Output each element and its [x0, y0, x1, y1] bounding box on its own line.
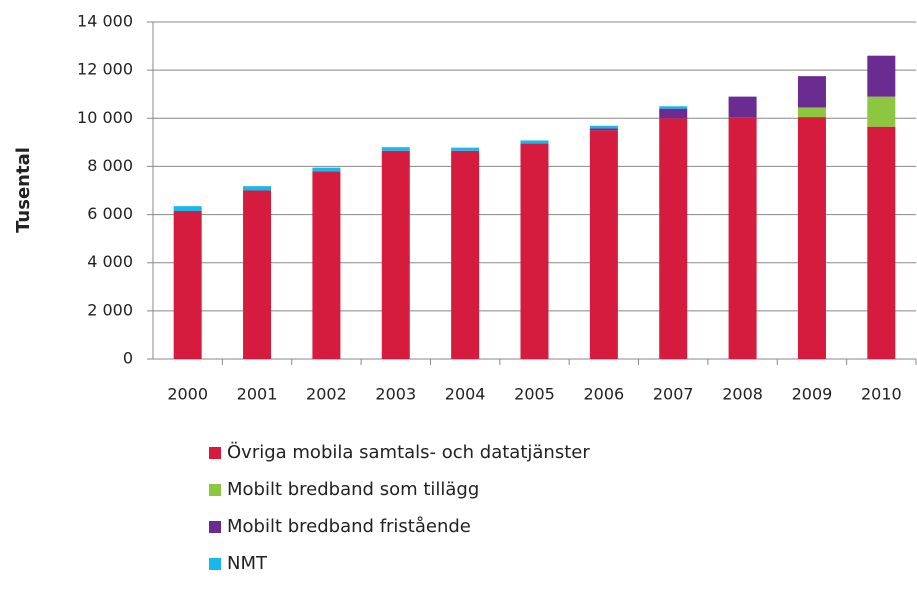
legend-swatch [209, 521, 221, 533]
bar-segment [728, 96, 757, 118]
bar-segment [381, 147, 410, 151]
x-tick-label: 2004 [445, 385, 486, 404]
x-tick-label: 2008 [722, 385, 763, 404]
x-tick-label: 2009 [792, 385, 833, 404]
bar-segment [589, 125, 618, 129]
bar-segment [659, 108, 688, 119]
legend-swatch [209, 558, 221, 570]
bar-segment [173, 210, 202, 359]
bar-segment [451, 150, 480, 359]
bar-segment [797, 107, 826, 118]
bar-segment [867, 96, 896, 127]
bar-segment [173, 206, 202, 211]
bar-segment [659, 106, 688, 109]
y-tick-label: 4 000 [87, 252, 133, 271]
bar-segment [520, 140, 549, 144]
bar-segment [797, 117, 826, 359]
y-tick-label: 12 000 [77, 60, 133, 79]
x-tick-label: 2005 [514, 385, 555, 404]
legend-swatch [209, 484, 221, 496]
x-tick-label: 2003 [375, 385, 416, 404]
x-tick-label: 2006 [584, 385, 625, 404]
y-tick-label: 0 [123, 349, 133, 368]
bar-segment [243, 186, 272, 191]
legend-swatch [209, 447, 221, 459]
legend-label: Mobilt bredband som tillägg [227, 479, 479, 500]
x-tick-label: 2000 [167, 385, 208, 404]
y-tick-label: 2 000 [87, 300, 133, 319]
bar-segment [589, 128, 618, 131]
y-axis-label: Tusental [13, 147, 34, 233]
bar-segment [312, 167, 341, 172]
bar-segment [381, 150, 410, 359]
bar-segment [589, 130, 618, 359]
bar-segment [520, 143, 549, 359]
x-tick-label: 2010 [861, 385, 902, 404]
y-tick-label: 10 000 [77, 108, 133, 127]
bar-segment [312, 171, 341, 359]
legend-label: NMT [227, 553, 268, 574]
bar-segment [867, 55, 896, 97]
bar-segment [243, 190, 272, 359]
bar-segment [659, 118, 688, 360]
bar-segment [867, 126, 896, 359]
bar-segment [728, 117, 757, 359]
x-tick-label: 2002 [306, 385, 347, 404]
bar-segment [797, 76, 826, 108]
y-tick-label: 6 000 [87, 204, 133, 223]
x-tick-label: 2007 [653, 385, 694, 404]
y-tick-label: 8 000 [87, 156, 133, 175]
legend-label: Övriga mobila samtals- och datatjänster [227, 441, 590, 463]
legend-label: Mobilt bredband fristående [227, 516, 471, 537]
bar-segment [451, 147, 480, 151]
y-tick-label: 14 000 [77, 12, 133, 31]
x-tick-label: 2001 [237, 385, 278, 404]
